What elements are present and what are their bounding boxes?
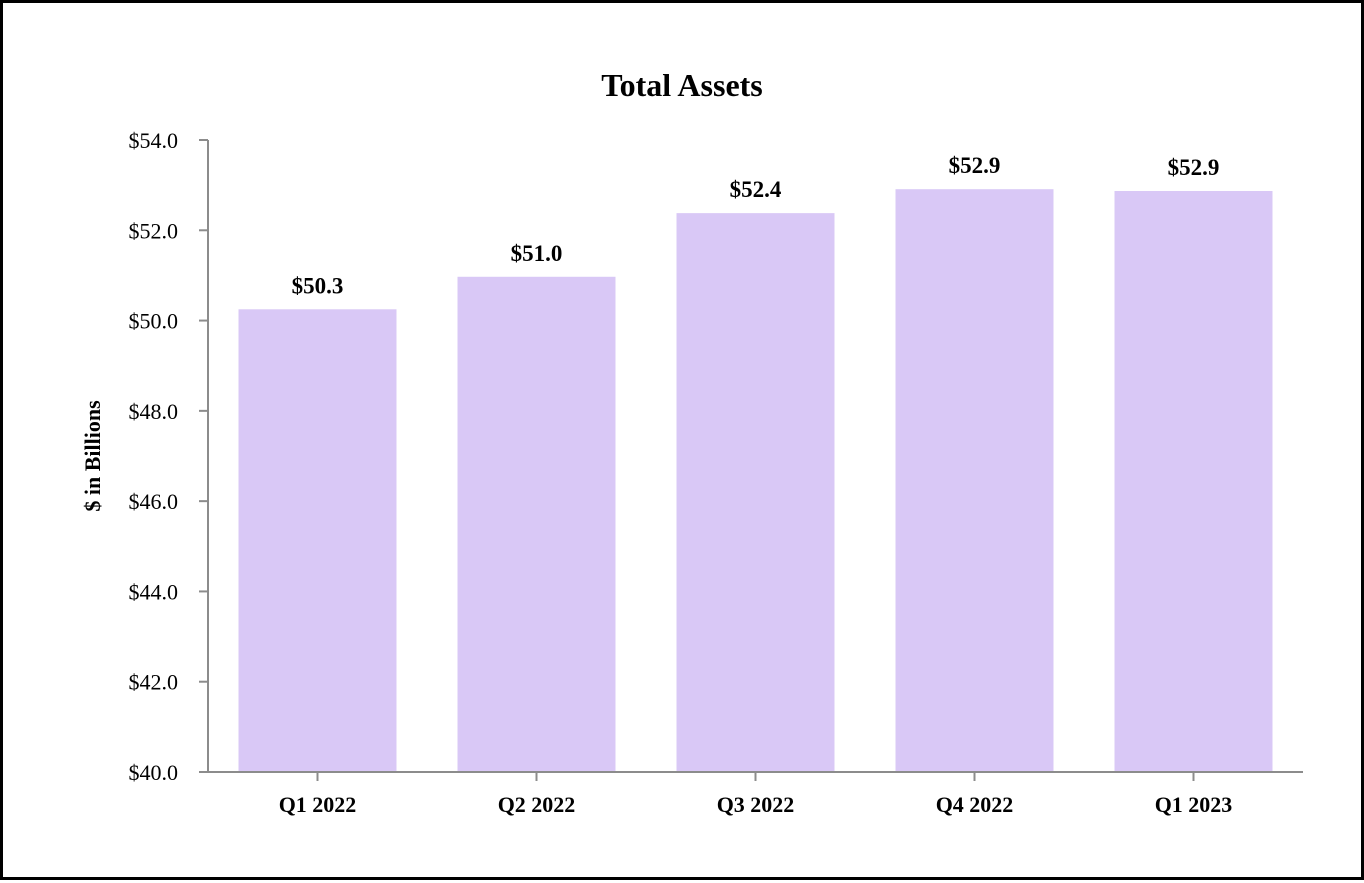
y-tick-label: $40.0	[129, 760, 179, 785]
y-tick-label: $42.0	[129, 670, 179, 695]
y-axis-label: $ in Billions	[80, 400, 105, 512]
x-tick-label: Q1 2022	[279, 792, 357, 817]
chart-title: Total Assets	[601, 67, 763, 103]
total-assets-chart: Total Assets $ in Billions $40.0 $42.0 $44…	[80, 67, 1303, 817]
y-tick-label: $44.0	[129, 579, 179, 604]
bar	[238, 309, 397, 772]
data-label: $52.9	[1168, 155, 1220, 180]
y-tick-label: $52.0	[129, 218, 179, 243]
x-tick-label: Q3 2022	[717, 792, 795, 817]
plot-area: $40.0 $42.0 $44.0 $46.0 $48.0 $50.0 $52.0 $54.0…	[129, 128, 1303, 817]
data-label: $51.0	[511, 241, 563, 266]
y-tick-label: $48.0	[129, 399, 179, 424]
x-tick-label: Q1 2023	[1155, 792, 1233, 817]
y-tick-label: $46.0	[129, 489, 179, 514]
bar	[1114, 191, 1273, 773]
data-label: $52.9	[949, 153, 1001, 178]
bar	[895, 189, 1054, 773]
data-label: $52.4	[730, 177, 782, 202]
x-tick-label: Q2 2022	[498, 792, 576, 817]
y-tick-label: $54.0	[129, 128, 179, 153]
data-label: $50.3	[292, 273, 344, 298]
bar	[457, 276, 616, 772]
x-tick-label: Q4 2022	[936, 792, 1014, 817]
y-tick-label: $50.0	[129, 309, 179, 334]
bar	[676, 213, 835, 773]
